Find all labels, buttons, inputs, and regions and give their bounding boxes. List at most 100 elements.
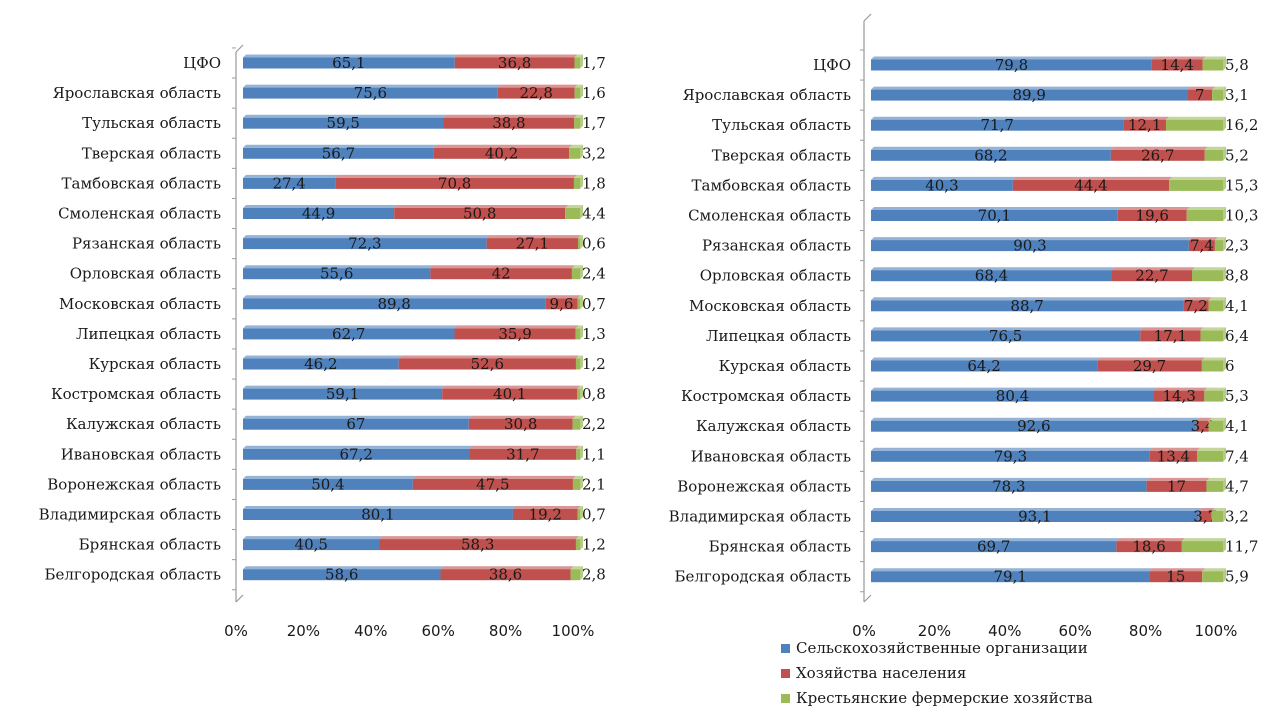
data-label: 40,5 bbox=[295, 536, 328, 554]
bar-segment-top bbox=[1198, 508, 1215, 511]
category-label: Брянская область bbox=[79, 536, 221, 554]
bar-segment-top bbox=[570, 566, 583, 570]
bar-segment bbox=[574, 57, 580, 69]
bar-segment-top bbox=[454, 325, 579, 329]
bar-segment-top bbox=[1181, 538, 1226, 542]
bar-segment bbox=[1206, 480, 1223, 492]
data-label: 7,4 bbox=[1225, 447, 1249, 465]
bar-end-cap bbox=[580, 445, 583, 460]
bar-segment-top bbox=[243, 54, 458, 58]
bar-segment-top bbox=[565, 205, 583, 208]
y-axis-depth-bottom bbox=[235, 594, 244, 603]
bar-segment bbox=[575, 358, 580, 370]
x-tick-label: 0% bbox=[224, 622, 248, 640]
data-label: 11,7 bbox=[1225, 538, 1258, 556]
bar-segment-top bbox=[243, 265, 434, 269]
category-label: Курская область bbox=[719, 357, 851, 375]
bar-segment-top bbox=[871, 56, 1155, 60]
bar-segment-top bbox=[1149, 447, 1200, 451]
data-label: 58,6 bbox=[325, 566, 358, 584]
bar-segment bbox=[512, 509, 578, 520]
bar-segment bbox=[243, 448, 470, 460]
bar-segment-top bbox=[379, 536, 579, 540]
bar-end-cap bbox=[1223, 207, 1226, 221]
bar-segment-top bbox=[1097, 357, 1205, 361]
bar-end-cap bbox=[580, 54, 583, 69]
category-label: Тамбовская область bbox=[692, 176, 851, 194]
category-label: Орловская область bbox=[700, 267, 851, 285]
bar-segment bbox=[871, 179, 1013, 191]
bar-segment bbox=[871, 210, 1118, 221]
bar-segment bbox=[433, 147, 570, 159]
data-label: 27,4 bbox=[272, 174, 305, 192]
bar-segment-top bbox=[871, 237, 1192, 241]
bar-segment-top bbox=[1112, 267, 1195, 271]
bar-segment bbox=[871, 571, 1150, 583]
category-label: Рязанская область bbox=[72, 235, 221, 253]
bar-segment-top bbox=[871, 417, 1200, 421]
bar-segment bbox=[1123, 119, 1166, 131]
bar-segment bbox=[1116, 541, 1182, 553]
data-label: 35,9 bbox=[498, 325, 531, 343]
bar-segment-top bbox=[1201, 357, 1226, 361]
data-label: 3,7 bbox=[1193, 508, 1217, 526]
bar-segment bbox=[243, 177, 336, 189]
bar-end-cap bbox=[1223, 56, 1226, 71]
bar-segment-top bbox=[243, 506, 516, 509]
bar-segment bbox=[1149, 571, 1203, 583]
data-label: 14,4 bbox=[1161, 56, 1194, 74]
data-label: 3,2 bbox=[1225, 508, 1249, 526]
bar-segment-top bbox=[871, 297, 1187, 301]
bar-segment-top bbox=[569, 144, 583, 148]
bar-segment-top bbox=[440, 566, 574, 570]
category-label: Рязанская область bbox=[702, 237, 851, 255]
bar-segment-top bbox=[871, 357, 1101, 361]
bar-segment bbox=[454, 328, 576, 340]
bar-segment bbox=[871, 59, 1152, 71]
bar-segment-top bbox=[1196, 417, 1212, 421]
bar-segment bbox=[398, 358, 576, 370]
bar-segment bbox=[1110, 149, 1205, 161]
data-label: 1,7 bbox=[582, 54, 606, 72]
y-axis-depth-top bbox=[863, 13, 872, 22]
bar-segment-top bbox=[512, 506, 581, 509]
bar-segment bbox=[379, 539, 576, 551]
data-label: 88,7 bbox=[1010, 297, 1043, 315]
category-label: Тульская область bbox=[712, 116, 851, 134]
bar-end-cap bbox=[1223, 417, 1226, 432]
bar-segment bbox=[871, 330, 1141, 342]
data-label: 3,2 bbox=[582, 144, 606, 162]
data-label: 1,3 bbox=[582, 325, 606, 343]
category-label: Ивановская область bbox=[61, 445, 221, 463]
data-label: 70,1 bbox=[978, 207, 1011, 225]
bar-segment bbox=[243, 358, 399, 370]
bar-segment bbox=[871, 300, 1184, 312]
data-label: 22,7 bbox=[1135, 267, 1168, 285]
bar-segment bbox=[243, 388, 443, 400]
bar-segment bbox=[243, 539, 380, 551]
bar-segment bbox=[1188, 240, 1215, 252]
bar-segment-top bbox=[1200, 327, 1226, 331]
x-tick-label: 100% bbox=[552, 622, 595, 640]
bar-segment-top bbox=[469, 445, 580, 449]
data-label: 67,2 bbox=[340, 445, 373, 463]
data-label: 93,1 bbox=[1018, 508, 1051, 526]
bar-segment-top bbox=[243, 385, 446, 389]
bar-end-cap bbox=[1223, 267, 1226, 282]
bar-segment-top bbox=[1211, 508, 1226, 511]
bar-segment bbox=[1214, 240, 1223, 252]
bar-end-cap bbox=[580, 385, 583, 400]
y-axis-depth-bottom bbox=[863, 594, 872, 603]
bar-segment bbox=[1097, 360, 1202, 372]
category-label: ЦФО bbox=[813, 56, 851, 74]
bar-end-cap bbox=[580, 205, 583, 219]
category-label: Владимирская область bbox=[669, 508, 851, 526]
bar-segment bbox=[871, 420, 1197, 432]
data-label: 38,8 bbox=[492, 114, 525, 132]
bar-segment bbox=[576, 448, 580, 460]
bar-segment-top bbox=[1196, 447, 1226, 451]
data-label: 44,9 bbox=[302, 205, 335, 223]
bar-segment-top bbox=[575, 536, 583, 540]
bar-segment-top bbox=[576, 445, 583, 449]
bar-segment bbox=[1212, 89, 1223, 101]
